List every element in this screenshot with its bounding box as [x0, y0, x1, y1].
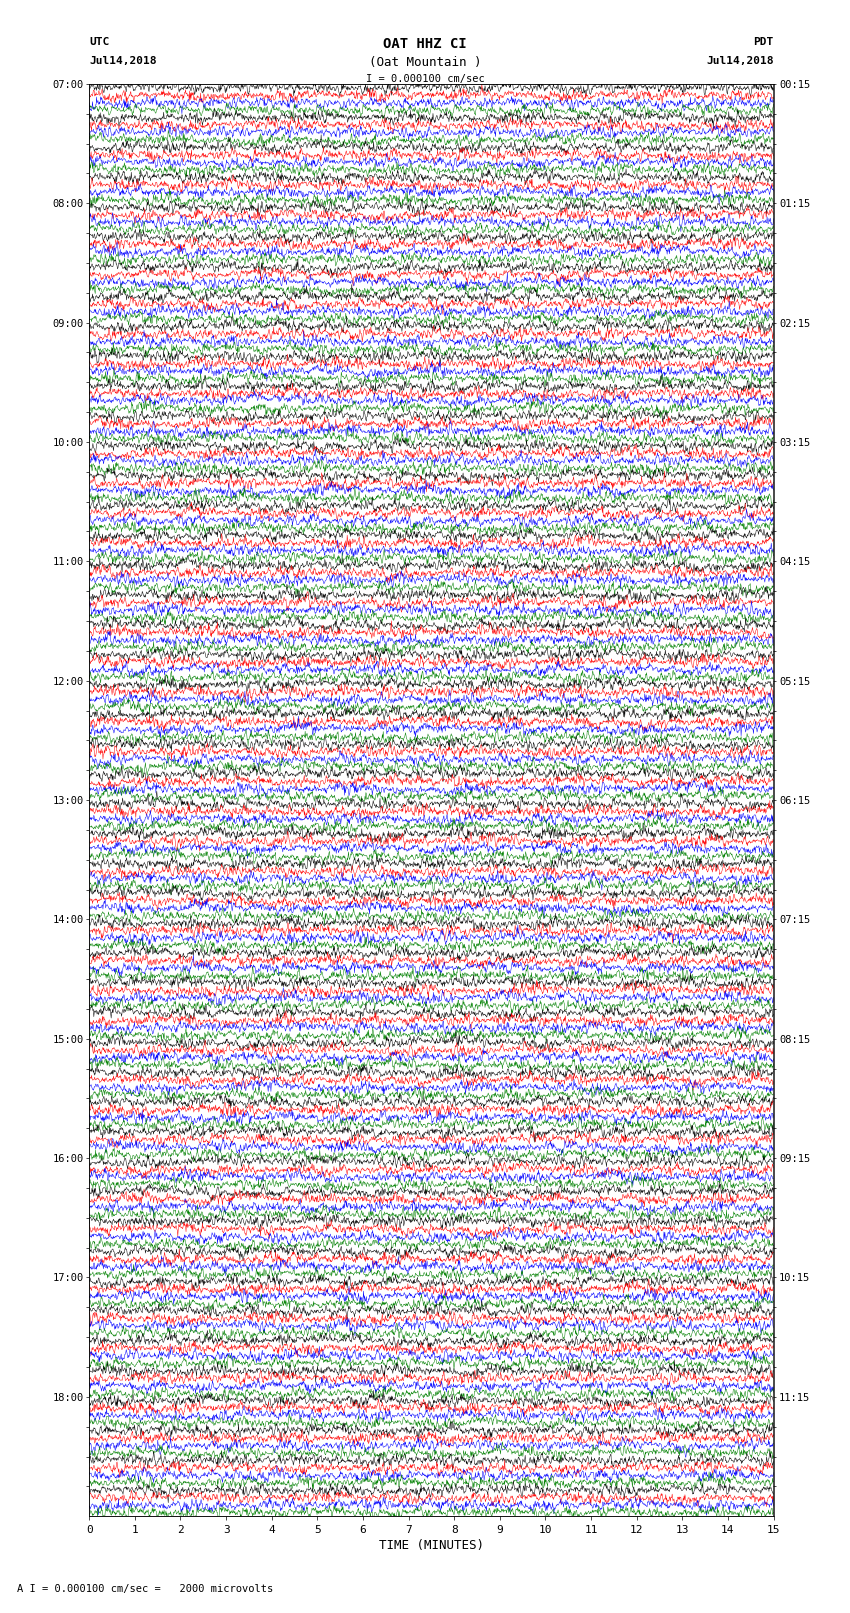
Text: OAT HHZ CI: OAT HHZ CI: [383, 37, 467, 52]
X-axis label: TIME (MINUTES): TIME (MINUTES): [379, 1539, 484, 1552]
Text: A I = 0.000100 cm/sec =   2000 microvolts: A I = 0.000100 cm/sec = 2000 microvolts: [17, 1584, 273, 1594]
Text: I = 0.000100 cm/sec: I = 0.000100 cm/sec: [366, 74, 484, 84]
Text: UTC: UTC: [89, 37, 110, 47]
Text: Jul14,2018: Jul14,2018: [706, 56, 774, 66]
Text: (Oat Mountain ): (Oat Mountain ): [369, 56, 481, 69]
Text: Jul14,2018: Jul14,2018: [89, 56, 156, 66]
Text: PDT: PDT: [753, 37, 774, 47]
